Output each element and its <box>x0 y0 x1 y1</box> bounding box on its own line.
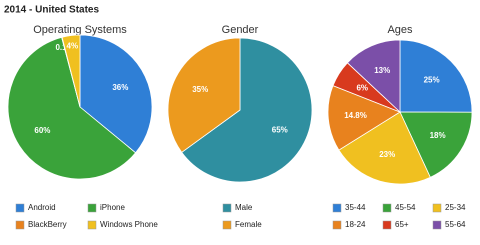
pie-slice <box>167 37 241 153</box>
legend-label: 18-24 <box>345 220 366 229</box>
legend-label: 55-64 <box>445 220 466 229</box>
legend-label: 45-54 <box>395 203 416 212</box>
pie-slice <box>338 111 431 185</box>
value-label: 14.8% <box>344 111 367 120</box>
legend-label: 35-44 <box>345 203 366 212</box>
legend-label: Male <box>235 203 253 212</box>
pie-slice <box>327 85 401 151</box>
legend-label: BlackBerry <box>28 220 67 229</box>
legend-swatch <box>382 203 392 213</box>
legend-swatch <box>332 220 342 230</box>
legend-swatch <box>222 203 232 213</box>
value-label: 6% <box>356 83 368 92</box>
pie-slice <box>346 39 401 113</box>
pie-slice <box>79 34 153 154</box>
value-label: 35% <box>192 85 208 94</box>
pie-slice <box>61 34 81 108</box>
legend-label: iPhone <box>100 203 125 212</box>
pie-title: Ages <box>387 24 413 36</box>
legend-label: 65+ <box>395 220 409 229</box>
legend-swatch <box>432 203 442 213</box>
pie-slice <box>399 111 473 178</box>
legend-swatch <box>87 220 97 230</box>
value-label: 36% <box>112 83 128 92</box>
pie-title: Gender <box>222 24 259 36</box>
value-label: 4% <box>67 41 79 50</box>
legend-swatch <box>222 220 232 230</box>
chart: 2014 - United States Operating Systems 36… <box>4 5 473 230</box>
value-label: 13% <box>374 66 390 75</box>
value-label: 65% <box>272 125 288 134</box>
legend-label: 25-34 <box>445 203 466 212</box>
pie-slice <box>7 36 137 180</box>
value-label: 25% <box>424 76 440 85</box>
value-label: 60% <box>34 126 50 135</box>
value-label: 18% <box>430 131 446 140</box>
pie-title: Operating Systems <box>33 24 127 36</box>
page-title: 2014 - United States <box>4 5 99 16</box>
legend-swatch <box>87 203 97 213</box>
legend-label: Windows Phone <box>100 220 158 229</box>
legend-swatch <box>332 203 342 213</box>
legend-label: Female <box>235 220 262 229</box>
legend-swatch <box>382 220 392 230</box>
legend-swatch <box>432 220 442 230</box>
pie-slice <box>181 37 313 183</box>
value-label: 23% <box>379 150 395 159</box>
legend-swatch <box>15 220 25 230</box>
legend-label: Android <box>28 203 56 212</box>
pie-slice <box>399 39 473 113</box>
legend-swatch <box>15 203 25 213</box>
